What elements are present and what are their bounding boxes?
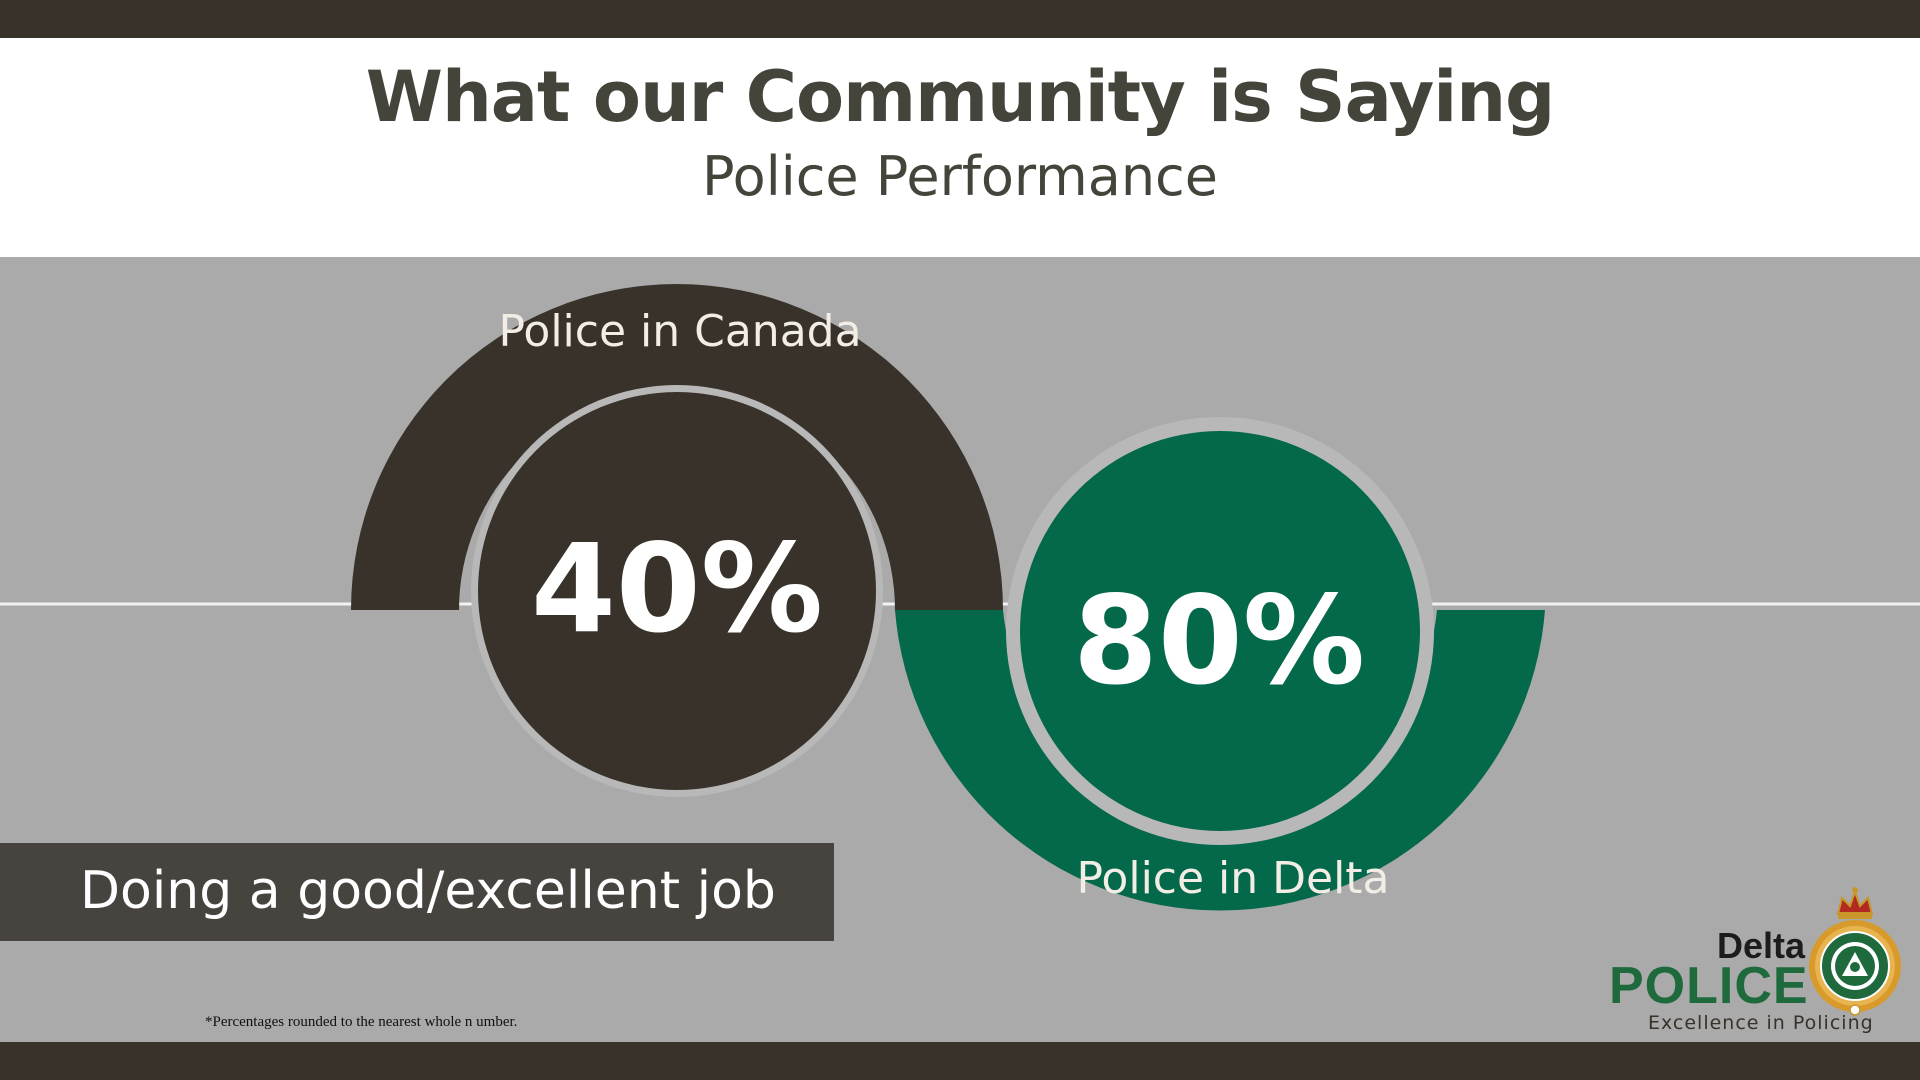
footnote: *Percentages rounded to the nearest whol… xyxy=(205,1014,518,1030)
header-panel xyxy=(0,38,1920,257)
caption-box: Doing a good/excellent job xyxy=(0,843,834,941)
top-bar xyxy=(0,0,1920,38)
logo-police-text: POLICE xyxy=(1609,957,1809,1015)
delta-arc xyxy=(895,610,1545,911)
canada-circle xyxy=(478,392,876,790)
delta-police-logo: Delta POLICE Excellence in Policing xyxy=(1600,880,1910,1040)
page-title: What our Community is Saying xyxy=(365,56,1556,138)
canada-label: Police in Canada xyxy=(498,306,862,357)
logo-delta-text: Delta xyxy=(1716,925,1805,966)
caption-text: Doing a good/excellent job xyxy=(80,861,776,921)
delta-label: Police in Delta xyxy=(1076,853,1390,904)
bottom-bar xyxy=(0,1042,1920,1080)
canada-percentage: 40% xyxy=(530,518,823,660)
delta-circle xyxy=(1020,431,1420,831)
delta-percentage: 80% xyxy=(1072,570,1365,712)
page-subtitle: Police Performance xyxy=(702,145,1218,208)
police-crest-icon xyxy=(1809,887,1901,1016)
logo-tagline: Excellence in Policing xyxy=(1648,1012,1874,1034)
canada-arc xyxy=(351,284,1003,610)
